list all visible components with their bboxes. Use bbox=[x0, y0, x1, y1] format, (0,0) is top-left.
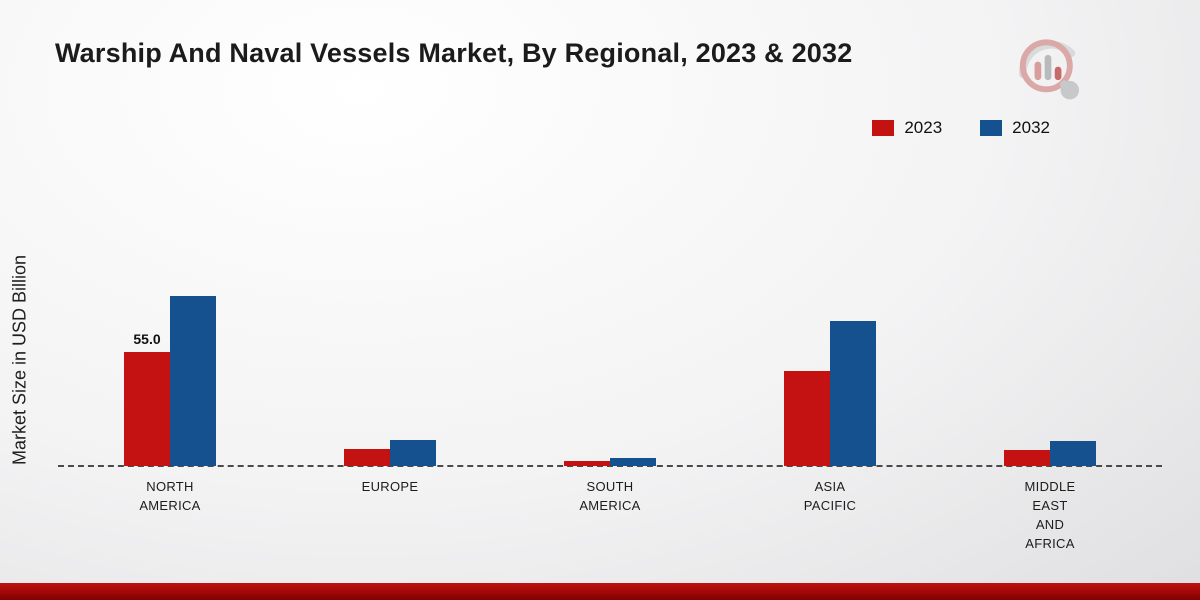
category-label-north-america: NORTH AMERICA bbox=[139, 479, 201, 513]
bar-2032-north-america bbox=[170, 296, 216, 466]
legend-swatch-2032 bbox=[980, 120, 1003, 136]
category-label-europe: EUROPE bbox=[361, 479, 419, 494]
brand-logo-icon bbox=[1006, 28, 1090, 112]
bar-value-label-north-america: 55.0 bbox=[133, 331, 161, 347]
category-label-asia-pacific: ASIA PACIFIC bbox=[803, 479, 857, 513]
bar-2032-asia-pacific bbox=[830, 321, 876, 466]
legend: 2023 2032 bbox=[872, 118, 1050, 138]
category-label-middle-east-and-africa: MIDDLE EAST AND AFRICA bbox=[1024, 479, 1076, 551]
x-axis-baseline bbox=[58, 465, 1162, 467]
legend-item-2023: 2023 bbox=[872, 118, 942, 138]
chart-title: Warship And Naval Vessels Market, By Reg… bbox=[55, 38, 853, 68]
bar-2023-middle-east-and-africa bbox=[1004, 450, 1050, 466]
bar-2032-south-america bbox=[610, 458, 656, 466]
legend-label: 2032 bbox=[1012, 118, 1050, 137]
bar-2023-asia-pacific bbox=[784, 371, 830, 466]
bar-2023-north-america bbox=[124, 352, 170, 466]
legend-swatch-2023 bbox=[872, 120, 895, 136]
legend-item-2032: 2032 bbox=[980, 118, 1050, 138]
footer-band bbox=[0, 583, 1200, 600]
bar-2032-middle-east-and-africa bbox=[1050, 441, 1096, 466]
legend-label: 2023 bbox=[904, 118, 943, 137]
category-label-south-america: SOUTH AMERICA bbox=[579, 479, 641, 513]
bar-2023-europe bbox=[344, 449, 390, 466]
bar-2023-south-america bbox=[564, 461, 610, 466]
bar-2032-europe bbox=[390, 440, 436, 466]
